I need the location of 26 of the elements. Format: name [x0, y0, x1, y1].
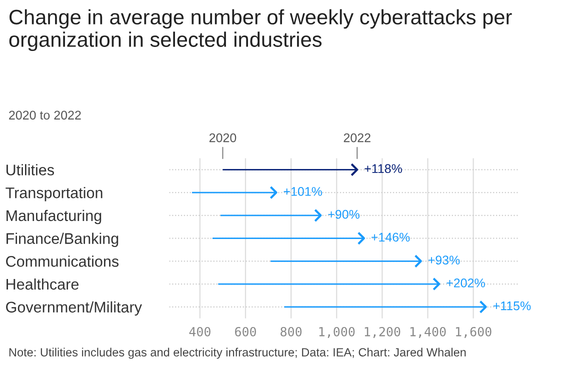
y-tick-label: Manufacturing	[6, 210, 102, 224]
x-tick-label: 1,200	[364, 326, 400, 338]
x-tick-label: 400	[189, 326, 210, 336]
annotation: +93%	[428, 256, 460, 265]
y-tick-label: Government/Military	[6, 301, 142, 316]
annotation: +202%	[446, 278, 485, 288]
y-tick-label: Healthcare	[6, 278, 79, 290]
annotation: +101%	[284, 187, 322, 196]
y-tick-label: Transportation	[6, 187, 102, 202]
x-tick-label: 1,400	[410, 326, 446, 338]
annotation: +118%	[364, 164, 402, 174]
x-tick-label: 1,000	[319, 326, 355, 338]
chart-title: Change in average number of weekly cyberattacks per organization in selected industries	[9, 9, 512, 52]
annotation: 2020	[209, 133, 236, 142]
annotation: 2022	[344, 133, 370, 142]
x-tick-label: 800	[280, 326, 302, 336]
annotation: +115%	[493, 301, 531, 310]
y-tick-label: Communications	[6, 256, 119, 267]
x-tick-label: 600	[235, 326, 256, 336]
annotation: +90%	[328, 210, 360, 219]
y-tick-label: Utilities	[6, 164, 54, 176]
x-tick-label: 1,600	[456, 326, 492, 338]
y-tick-label: Finance/Banking	[6, 232, 118, 247]
text: Note: Utilities includes gas and electricity infrastructure; Data: IEA; Chart: Jared Whalen	[9, 348, 466, 359]
annotation: +146%	[372, 232, 410, 242]
text: 2020 to 2022	[9, 110, 81, 120]
